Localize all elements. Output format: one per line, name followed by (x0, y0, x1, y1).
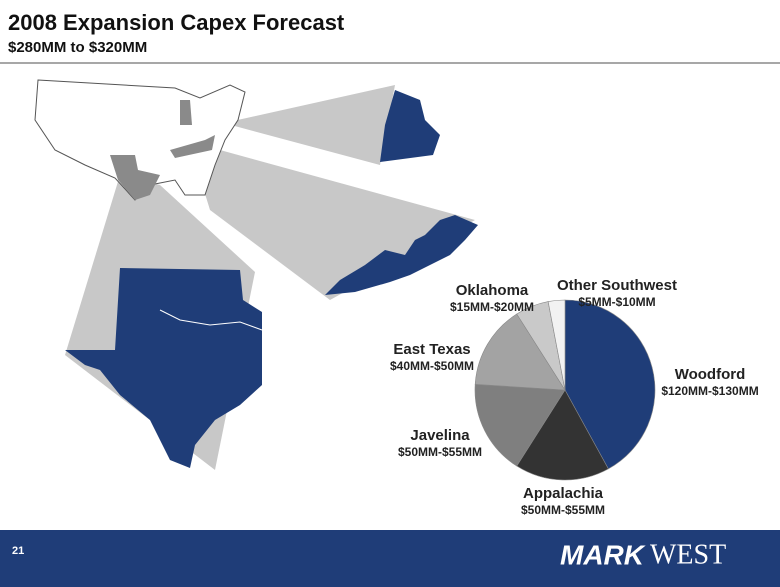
texas-highlight (110, 155, 160, 200)
michigan (380, 90, 440, 162)
slice-range: $120MM-$130MM (661, 384, 758, 398)
page-number: 21 (12, 545, 24, 557)
title: 2008 Expansion Capex Forecast (8, 10, 345, 35)
slice-label: Javelina (410, 427, 470, 444)
beam (190, 145, 475, 300)
slice-range: $50MM-$55MM (521, 503, 605, 517)
subtitle: $280MM to $320MM (8, 39, 147, 56)
pie-slice (474, 384, 566, 467)
michigan-highlight (180, 100, 192, 125)
pie-slice (547, 299, 566, 391)
beam (175, 85, 395, 165)
slice-label: Other Southwest (557, 277, 677, 294)
texas-oklahoma (65, 268, 262, 468)
slice-label: Oklahoma (456, 282, 529, 299)
slice-range: $50MM-$55MM (398, 445, 482, 459)
slice-range: $5MM-$10MM (578, 295, 655, 309)
logo-west: WEST (650, 539, 726, 570)
appalachia-highlight (170, 135, 215, 158)
pie-slice (474, 313, 566, 391)
pie-slice (564, 299, 656, 470)
state-border (159, 309, 263, 331)
footer-bar (0, 530, 780, 587)
slice-label: Woodford (675, 366, 746, 383)
kentucky-west-virginia (325, 215, 478, 295)
slice-label: Appalachia (523, 485, 604, 502)
pie-slice (516, 389, 609, 481)
logo-mark: MARK (560, 539, 646, 570)
slice-range: $15MM-$20MM (450, 300, 534, 314)
slice-label: East Texas (393, 341, 470, 358)
map (34, 79, 478, 470)
us-map (34, 79, 246, 201)
slice-range: $40MM-$50MM (390, 359, 474, 373)
